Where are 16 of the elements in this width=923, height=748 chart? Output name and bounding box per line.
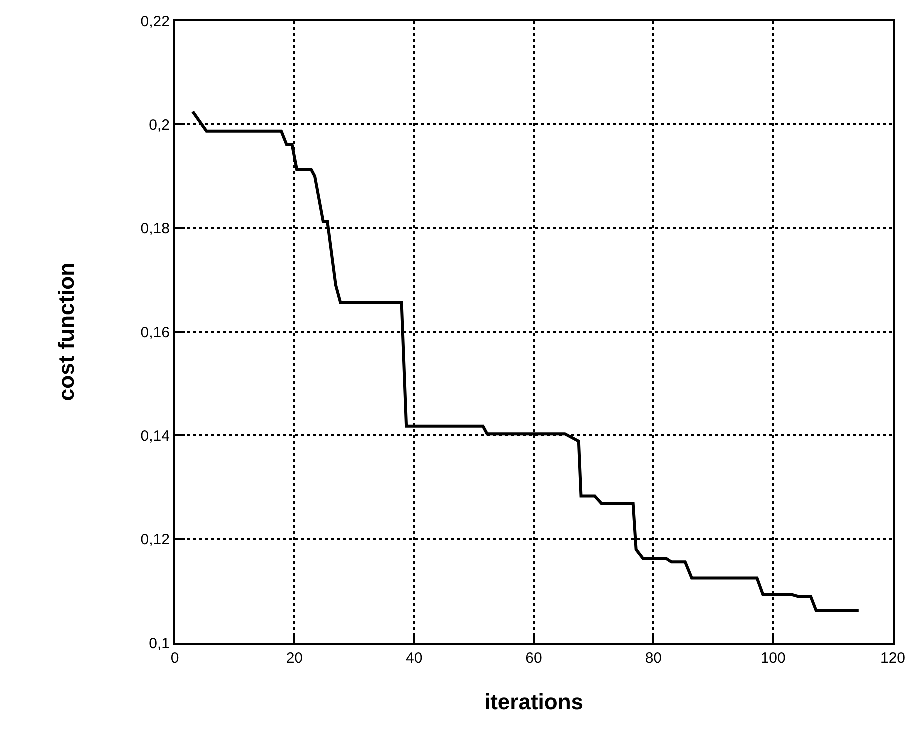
x-axis-title: iterations xyxy=(484,689,584,714)
y-tick-label: 0,12 xyxy=(140,532,170,549)
y-tick-label: 0,18 xyxy=(140,220,170,238)
y-tick-label: 0,2 xyxy=(149,116,170,134)
x-tick-label: 40 xyxy=(406,650,423,667)
x-tick-label: 80 xyxy=(645,650,662,667)
x-tick-label: 60 xyxy=(526,650,542,667)
y-tick-label: 0,22 xyxy=(140,13,170,30)
y-axis-title: cost function xyxy=(54,262,80,402)
x-tick-label: 120 xyxy=(880,650,906,667)
y-tick-label: 0,14 xyxy=(140,428,170,445)
x-tick-label: 20 xyxy=(286,650,304,667)
x-tick-label: 0 xyxy=(170,650,180,667)
y-tick-label: 0,1 xyxy=(149,635,170,652)
x-tick-label: 100 xyxy=(760,650,786,667)
y-tick-label: 0,16 xyxy=(140,324,170,342)
